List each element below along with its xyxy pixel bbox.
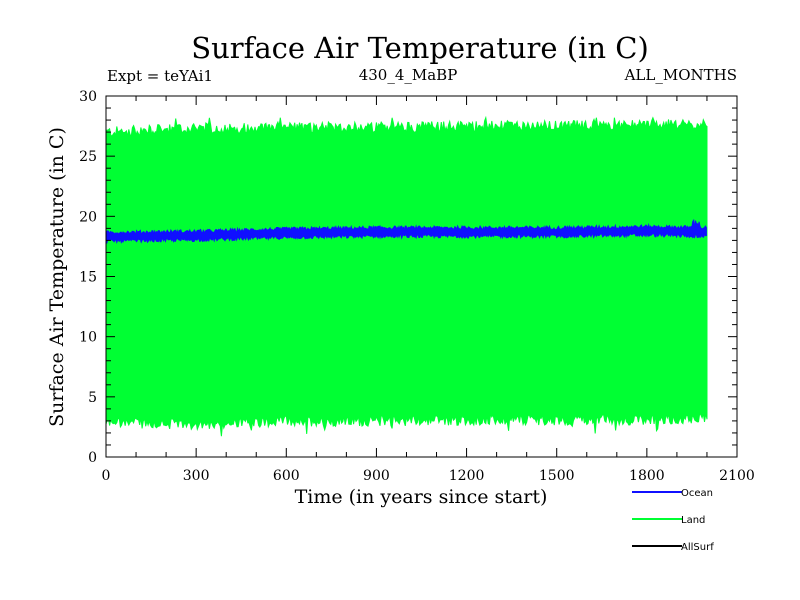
x-tick-label: 1500 [539,468,575,484]
land-series-band [105,115,708,437]
y-tick-label: 10 [79,330,97,346]
legend-label-ocean: Ocean [681,488,713,499]
x-tick-label: 1200 [449,468,485,484]
y-axis-label: Surface Air Temperature (in C) [46,127,68,427]
x-tick-label: 900 [363,468,390,484]
ocean-series-band [105,218,707,245]
y-tick-label: 20 [79,209,97,225]
period-label: 430_4_MaBP [359,66,458,84]
x-tick-label: 1800 [629,468,665,484]
experiment-label: Expt = teYAi1 [107,67,213,85]
legend: Ocean Land AllSurf [632,488,714,553]
plot-area: 0 300 600 900 1200 1500 1800 2100 0 5 10 15 20 25 30 [79,89,755,484]
y-tick-label: 25 [79,149,97,165]
legend-label-land: Land [681,515,705,526]
y-tick-label: 0 [88,450,97,466]
x-tick-label: 2100 [719,468,755,484]
y-tick-label: 30 [79,89,97,105]
chart-title: Surface Air Temperature (in C) [191,31,649,65]
x-axis-label: Time (in years since start) [295,486,548,508]
land-series-layer [105,115,708,437]
axis-ticks: 0 300 600 900 1200 1500 1800 2100 0 5 10 15 20 25 30 [79,89,755,484]
y-tick-label: 5 [88,390,97,406]
x-tick-label: 0 [102,468,111,484]
x-tick-label: 600 [273,468,300,484]
ocean-series-layer [105,218,707,245]
x-tick-label: 300 [183,468,210,484]
y-tick-label: 15 [79,270,97,286]
legend-label-allsurf: AllSurf [681,542,714,553]
months-label: ALL_MONTHS [624,66,737,84]
